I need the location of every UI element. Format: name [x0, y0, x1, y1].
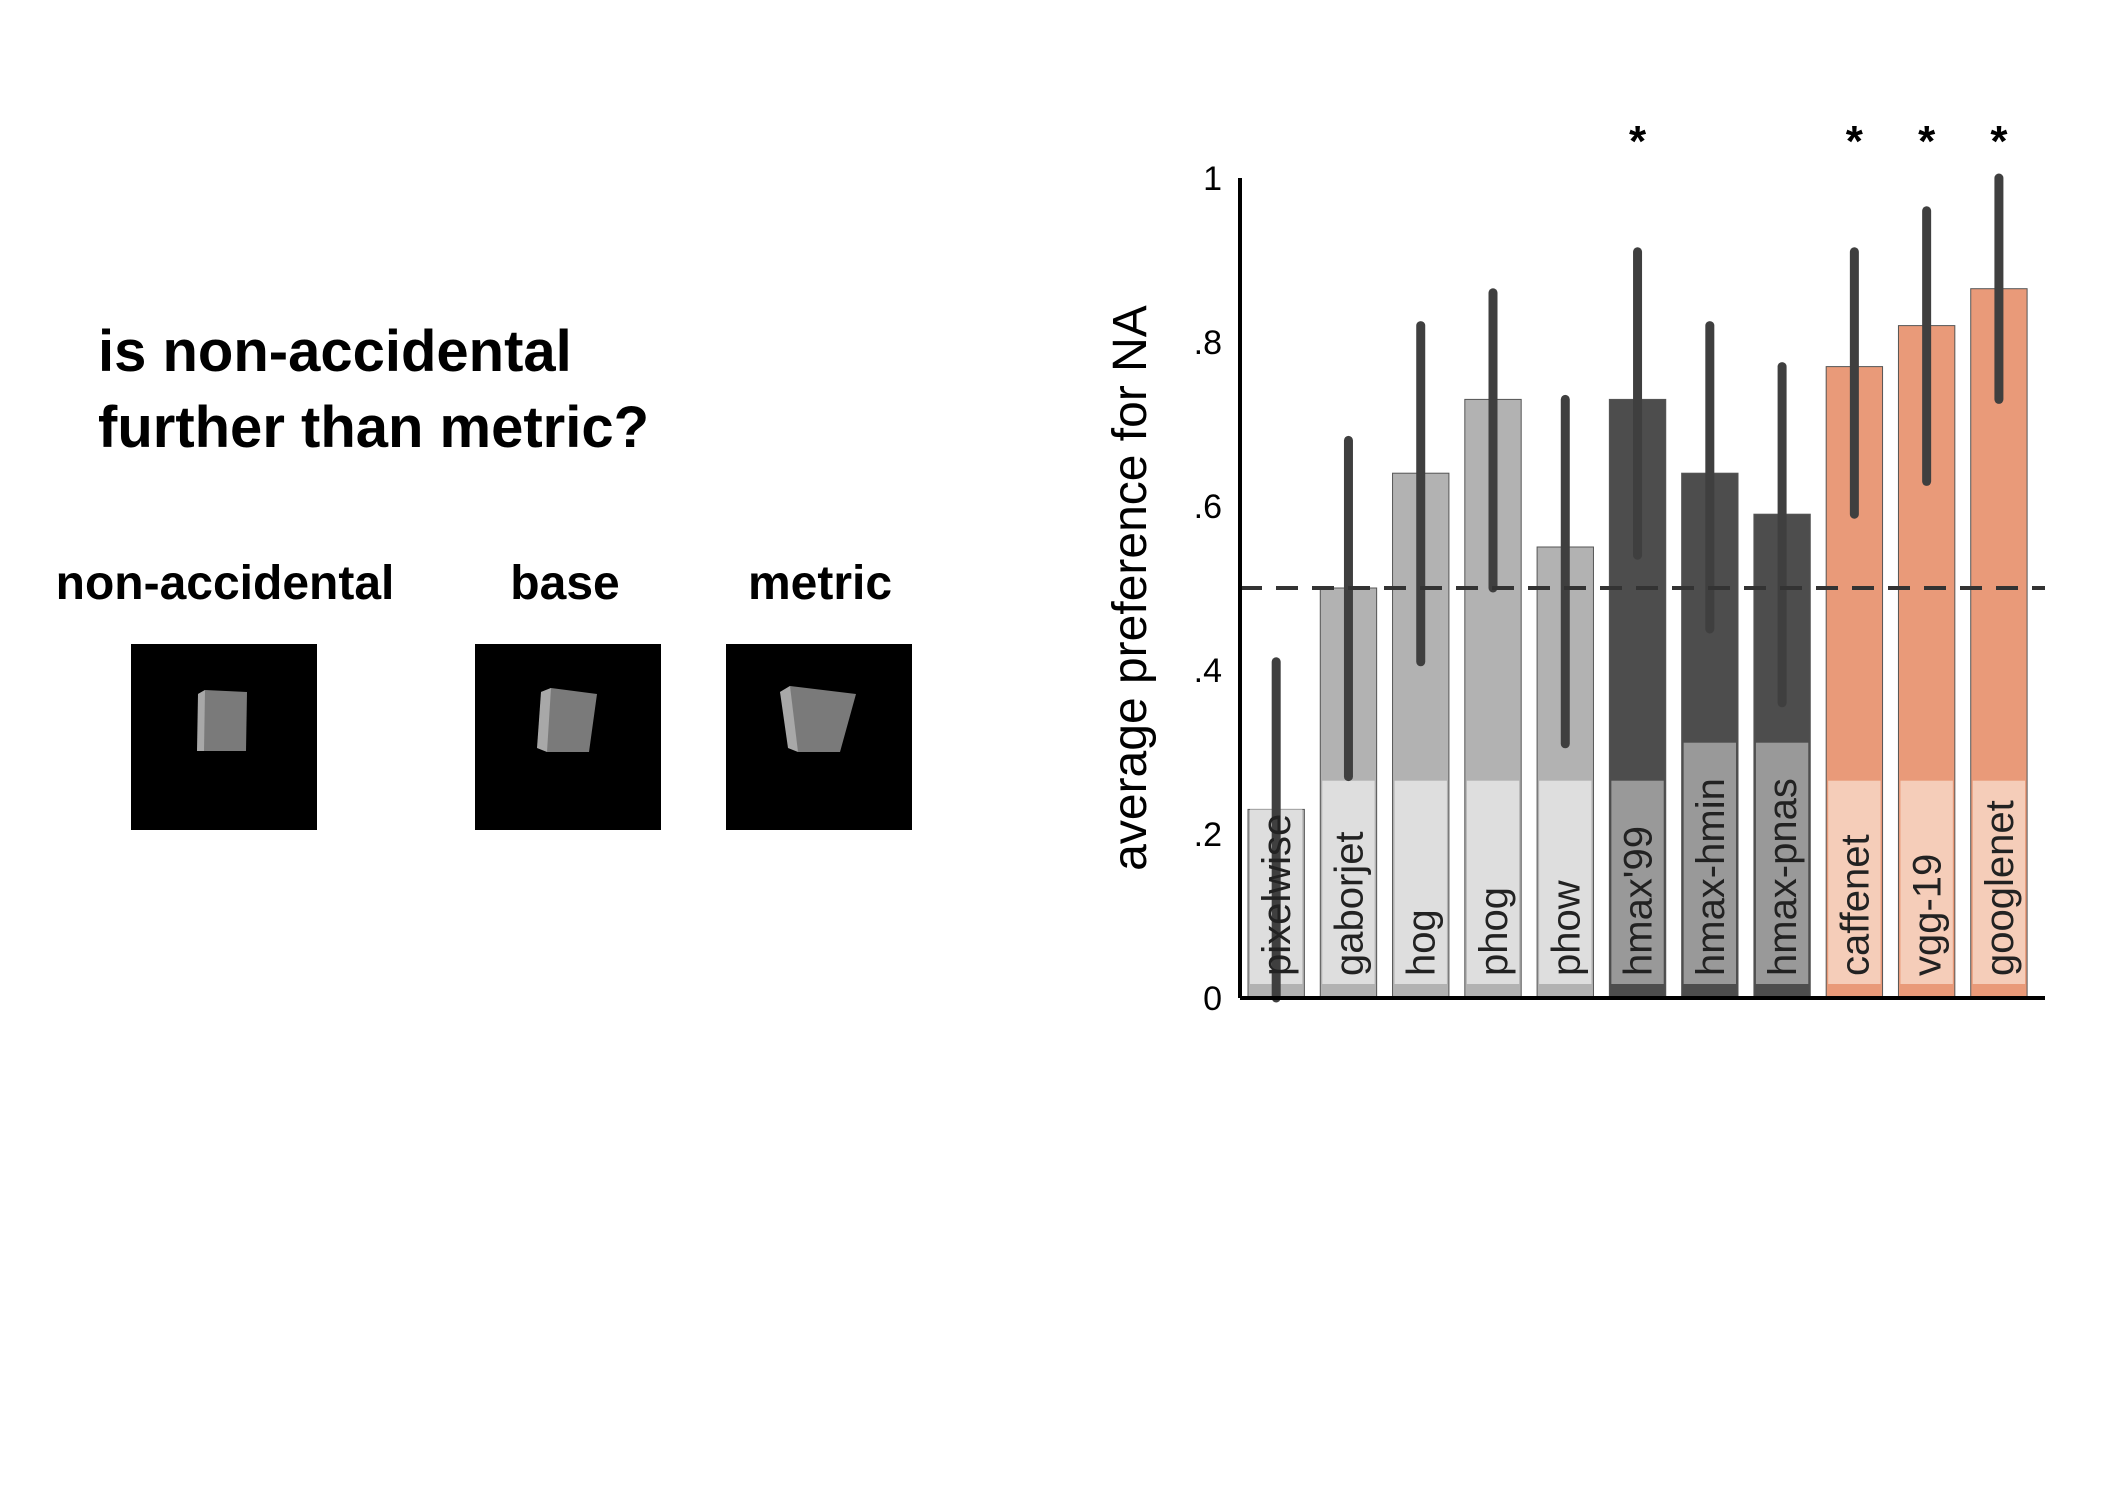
bar-label-box-3	[1466, 780, 1520, 984]
question-line-2: further than metric?	[98, 395, 650, 460]
stimulus-label-non-accidental: non-accidental	[55, 557, 395, 610]
stimulus-image-non-accidental	[131, 644, 317, 830]
bars-layer: pixelwise gaborjet hog phog phow hmax'99 * hmax…	[1247, 117, 2028, 1003]
stimulus-panel: is non-accidental further than metric? n…	[0, 0, 1000, 1000]
category-label-6: hmax-hmin	[1689, 778, 1733, 976]
bar-label-box-10	[1972, 780, 2026, 984]
shape-non-accidental-icon	[197, 690, 247, 751]
category-label-3: phog	[1472, 887, 1516, 976]
bar-label-box-8	[1828, 780, 1881, 984]
bar-label-box-2	[1394, 780, 1447, 984]
category-label-8: caffenet	[1833, 834, 1877, 976]
category-label-0: pixelwise	[1255, 814, 1299, 976]
y-tick-label-1: .2	[1194, 816, 1222, 854]
significance-marker-10: *	[1990, 117, 2008, 166]
significance-marker-9: *	[1918, 117, 1936, 166]
y-tick-label-2: .4	[1194, 652, 1222, 690]
stimulus-image-metric	[726, 644, 912, 830]
bar-label-box-9	[1900, 780, 1953, 984]
category-label-10: googlenet	[1978, 800, 2022, 976]
significance-marker-8: *	[1846, 117, 1864, 166]
category-label-2: hog	[1400, 909, 1444, 976]
shape-metric-icon	[780, 686, 856, 752]
y-tick-label-0: 0	[1203, 980, 1222, 1018]
stimulus-image-base	[475, 644, 661, 830]
y-tick-label-3: .6	[1194, 488, 1222, 526]
bar-label-box-4	[1539, 780, 1592, 984]
shape-base-icon	[537, 688, 597, 752]
category-label-4: phow	[1544, 880, 1588, 976]
bar-label-box-5	[1611, 780, 1664, 984]
bar-label-box-1	[1322, 780, 1375, 984]
category-label-5: hmax'99	[1617, 826, 1661, 976]
y-tick-label-5: 1	[1203, 160, 1222, 198]
category-label-7: hmax-pnas	[1761, 778, 1805, 976]
axis-layer: 0 .2 .4 .6 .8 1 average preference for NA	[1104, 160, 2045, 1018]
category-label-9: vgg-19	[1906, 854, 1950, 976]
category-label-1: gaborjet	[1327, 831, 1371, 976]
question-line-1: is non-accidental	[98, 319, 572, 384]
bar-label-box-7	[1755, 742, 1809, 984]
significance-marker-5: *	[1629, 117, 1647, 166]
y-axis-label: average preference for NA	[1104, 305, 1157, 871]
y-tick-label-4: .8	[1194, 324, 1222, 362]
bar-label-box-6	[1683, 742, 1737, 984]
stimulus-label-metric: metric	[747, 557, 893, 610]
stimulus-label-base: base	[510, 557, 620, 610]
